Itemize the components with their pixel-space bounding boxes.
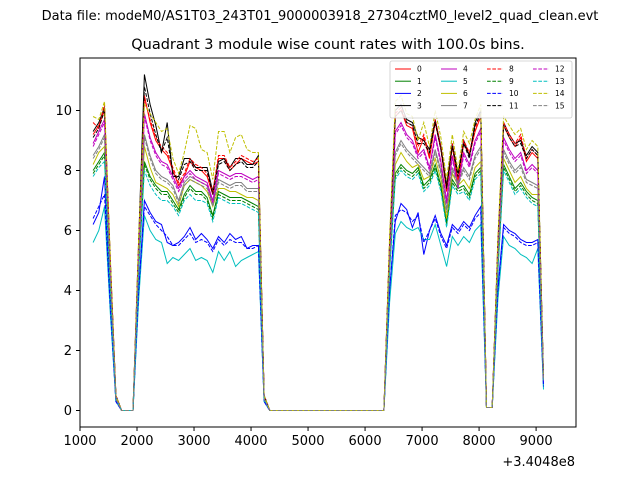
legend-label-2: 2 <box>417 89 422 98</box>
legend-label-4: 4 <box>463 65 468 74</box>
x-tick-label: 9000 <box>520 434 553 449</box>
plot-lines <box>92 74 544 411</box>
x-offset-label: +3.4048e8 <box>502 455 575 470</box>
series-line-1 <box>92 150 544 411</box>
y-tick-label: 10 <box>55 104 72 119</box>
legend-label-14: 14 <box>555 89 565 98</box>
chart-title: Quadrant 3 module wise count rates with … <box>131 37 525 53</box>
legend-label-3: 3 <box>417 101 422 110</box>
x-axis: 1000 2000 3000 4000 5000 6000 7000 8000 9000 <box>63 427 553 449</box>
series-line-10 <box>92 194 544 411</box>
x-tick-label: 5000 <box>291 434 324 449</box>
series-line-11 <box>92 86 544 411</box>
legend-label-8: 8 <box>509 65 514 74</box>
legend-label-5: 5 <box>463 77 468 86</box>
x-tick-label: 6000 <box>349 434 382 449</box>
x-tick-label: 8000 <box>463 434 496 449</box>
series-line-2 <box>92 176 544 411</box>
series-line-6 <box>92 145 544 411</box>
legend-label-15: 15 <box>555 101 565 110</box>
y-tick-label: 4 <box>64 284 72 299</box>
x-tick-label: 2000 <box>120 434 153 449</box>
legend-label-11: 11 <box>509 101 519 110</box>
figure-suptitle: Data file: modeM0/AS1T03_243T01_90000039… <box>42 9 599 24</box>
series-line-14 <box>92 94 544 411</box>
y-axis: 0 2 4 6 8 10 <box>55 104 80 419</box>
x-tick-label: 3000 <box>177 434 210 449</box>
legend-label-10: 10 <box>509 89 519 98</box>
legend-label-1: 1 <box>417 77 422 86</box>
legend-label-12: 12 <box>555 65 565 74</box>
y-tick-label: 2 <box>64 344 72 359</box>
series-line-8 <box>92 98 544 411</box>
y-tick-label: 6 <box>64 224 72 239</box>
legend-label-6: 6 <box>463 89 468 98</box>
y-tick-label: 0 <box>64 404 72 419</box>
series-line-5 <box>92 206 544 411</box>
legend-box <box>389 60 573 119</box>
x-tick-label: 4000 <box>234 434 267 449</box>
y-tick-label: 8 <box>64 164 72 179</box>
series-line-15 <box>92 137 544 411</box>
legend-label-7: 7 <box>463 101 468 110</box>
x-tick-label: 7000 <box>406 434 439 449</box>
series-line-9 <box>92 153 544 411</box>
legend-label-0: 0 <box>417 65 422 74</box>
plot-frame <box>79 57 577 428</box>
legend-label-9: 9 <box>509 77 514 86</box>
x-tick-label: 1000 <box>63 434 96 449</box>
series-line-13 <box>92 160 544 411</box>
legend-label-13: 13 <box>555 77 565 86</box>
